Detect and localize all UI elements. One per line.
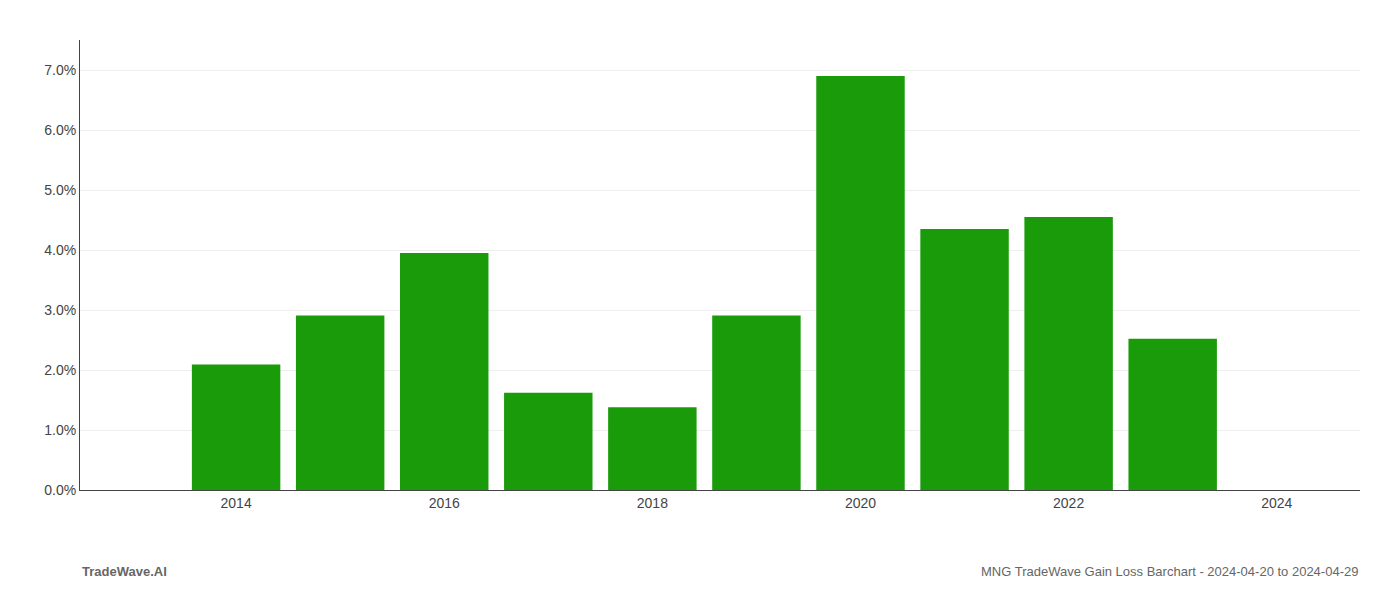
svg-text:2018: 2018 xyxy=(637,495,668,511)
svg-text:2.0%: 2.0% xyxy=(44,362,76,378)
svg-text:2016: 2016 xyxy=(429,495,460,511)
svg-text:1.0%: 1.0% xyxy=(44,422,76,438)
svg-text:5.0%: 5.0% xyxy=(44,182,76,198)
svg-text:TradeWave.AI: TradeWave.AI xyxy=(82,564,167,579)
svg-text:6.0%: 6.0% xyxy=(44,122,76,138)
svg-text:MNG TradeWave Gain Loss Barcha: MNG TradeWave Gain Loss Barchart - 2024-… xyxy=(981,564,1358,579)
svg-text:4.0%: 4.0% xyxy=(44,242,76,258)
svg-text:3.0%: 3.0% xyxy=(44,302,76,318)
svg-text:2020: 2020 xyxy=(845,495,876,511)
svg-text:0.0%: 0.0% xyxy=(44,482,76,498)
svg-text:2014: 2014 xyxy=(221,495,252,511)
svg-text:7.0%: 7.0% xyxy=(44,62,76,78)
svg-text:2022: 2022 xyxy=(1053,495,1084,511)
svg-text:2024: 2024 xyxy=(1261,495,1292,511)
